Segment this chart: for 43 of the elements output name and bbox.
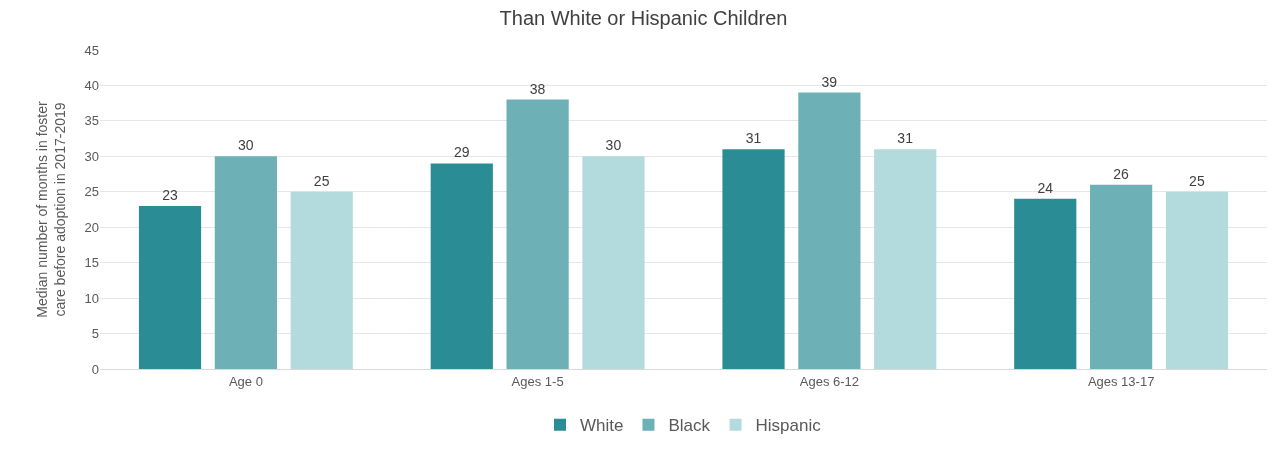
bar [798, 92, 861, 369]
bar [582, 156, 645, 369]
bar [430, 163, 493, 369]
x-tick-label: Ages 1-5 [511, 373, 564, 389]
data-label: 29 [453, 144, 470, 161]
x-tick-label: Ages 13-17 [1087, 373, 1155, 389]
y-tick-label: 35 [84, 113, 99, 129]
data-label: 30 [237, 137, 254, 154]
legend-label: White [580, 416, 624, 436]
y-tick-label: 20 [84, 219, 99, 235]
data-label: 39 [821, 73, 838, 90]
y-tick-label: 5 [91, 326, 99, 342]
legend-label: Hispanic [755, 416, 822, 436]
y-tick-label: 40 [84, 77, 99, 93]
data-label: 24 [1037, 179, 1054, 196]
bar [290, 191, 353, 369]
x-tick-label: Age 0 [228, 373, 263, 389]
x-tick-label: Ages 6-12 [799, 373, 860, 389]
bar [138, 205, 202, 369]
data-label: 38 [529, 80, 546, 97]
y-axis-title: Median number of months in foster care before adoption in 2017-2019 [33, 101, 69, 318]
chart-title: Than White or Hispanic Children [499, 7, 788, 30]
bar [214, 156, 277, 369]
y-tick-label: 30 [84, 148, 99, 164]
y-tick-label: 25 [84, 184, 99, 200]
bar [722, 149, 785, 369]
y-tick-label: 10 [84, 290, 99, 306]
bar [874, 149, 937, 369]
bar [1014, 198, 1077, 369]
data-label: 23 [162, 186, 178, 203]
bar [506, 99, 569, 369]
data-label: 25 [313, 172, 330, 189]
data-label: 30 [605, 137, 622, 154]
data-label: 26 [1113, 165, 1130, 182]
data-label: 25 [1189, 172, 1205, 189]
y-tick-label: 0 [91, 361, 99, 377]
data-label: 31 [897, 130, 914, 147]
bar [1090, 184, 1153, 369]
legend-label: Black [668, 416, 711, 436]
bar [1165, 191, 1229, 369]
y-tick-label: 45 [84, 42, 99, 58]
y-tick-label: 15 [84, 255, 99, 271]
data-label: 31 [745, 130, 762, 147]
